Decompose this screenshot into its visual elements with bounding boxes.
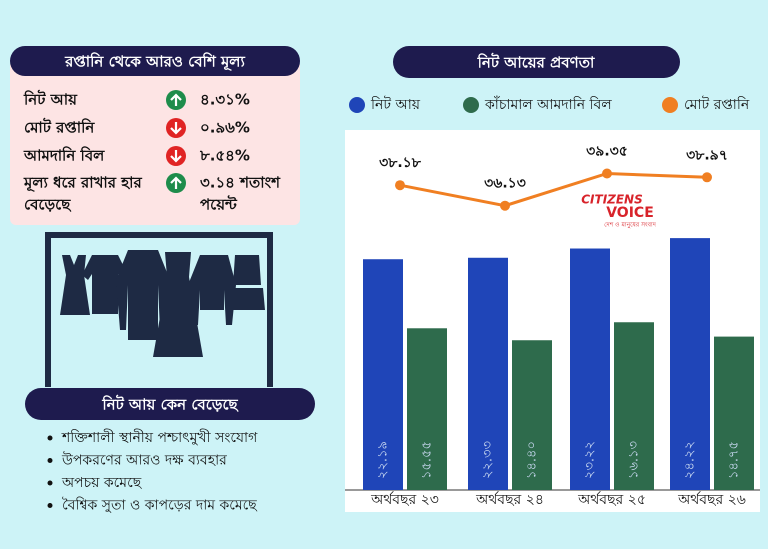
line-point bbox=[395, 180, 405, 191]
legend-label: নিট আয় bbox=[370, 96, 421, 113]
bar-value-label: ২২.১৯ bbox=[376, 441, 391, 479]
trend-arrow bbox=[170, 150, 182, 163]
logo-name: CITIZENS bbox=[581, 193, 643, 207]
line-value-label: ৩৮.১৮ bbox=[379, 155, 422, 171]
legend-swatch bbox=[349, 97, 365, 113]
legend-label: কাঁচামাল আমদানি বিল bbox=[484, 96, 612, 113]
bar bbox=[407, 328, 447, 490]
stat-label: মোট রপ্তানি bbox=[24, 118, 95, 137]
stat-label: বেড়েছে bbox=[24, 196, 72, 214]
panel-title: রপ্তানি থেকে আরও বেশি মূল্য bbox=[64, 52, 245, 73]
line-point bbox=[602, 168, 612, 179]
bullet bbox=[47, 480, 53, 486]
chart-title-pill bbox=[393, 46, 680, 78]
bar bbox=[570, 248, 610, 490]
bar-value-label: ২৪.২২ bbox=[683, 441, 698, 479]
reasons-pill bbox=[25, 388, 315, 420]
stat-value: ৮.৫৪% bbox=[199, 147, 250, 165]
line-point bbox=[702, 172, 712, 183]
line-value-label: ৩৮.৯৭ bbox=[686, 147, 728, 163]
line-point bbox=[500, 200, 510, 211]
chart-title: নিট আয়ের প্রবণতা bbox=[477, 53, 595, 72]
bar-value-label: ১৪.৭৫ bbox=[727, 441, 742, 479]
bar bbox=[363, 259, 403, 490]
legend-swatch bbox=[463, 97, 479, 113]
logo-tagline: দেশ ও মানুষের সংবাদ bbox=[604, 222, 657, 229]
reasons-title: নিট আয় কেন বেড়েছে bbox=[101, 395, 239, 414]
reason-item: উপকরণের আরও দক্ষ ব্যবহার bbox=[61, 452, 227, 469]
line-value-label: ৩৯.৩৫ bbox=[586, 144, 628, 160]
bar bbox=[714, 336, 754, 490]
stats-box bbox=[10, 60, 300, 225]
bar-value-label: ২২.৩৩ bbox=[481, 441, 496, 479]
legend-label: মোট রপ্তানি bbox=[684, 96, 750, 113]
stat-value: ৩.১৪ শতাংশ bbox=[200, 174, 281, 192]
logo-name: VOICE bbox=[606, 205, 654, 221]
stat-label: নিট আয় bbox=[23, 90, 78, 109]
stat-value: ০.৯৬% bbox=[200, 119, 250, 137]
bar-value-label: ১৬.১৩ bbox=[627, 441, 642, 479]
bullet bbox=[47, 503, 53, 508]
bar-value-label: ২৩.২২ bbox=[583, 441, 598, 479]
stat-label: মূল্য ধরে রাখার হার bbox=[23, 174, 142, 194]
bar-value-label: ১৪.৪০ bbox=[525, 441, 540, 479]
stat-value: ৪.৩১% bbox=[200, 91, 250, 109]
x-tick-label: অর্থবছর ২৫ bbox=[577, 491, 646, 508]
legend-swatch bbox=[662, 97, 678, 113]
stat-value: পয়েন্ট bbox=[200, 195, 238, 214]
title-pill bbox=[10, 46, 300, 76]
stat-label: আমদানি বিল bbox=[23, 146, 105, 165]
bar bbox=[468, 257, 508, 490]
bar bbox=[512, 340, 552, 490]
bar-value-label: ১৫.৫৫ bbox=[420, 441, 435, 479]
x-tick-label: অর্থবছর ২৪ bbox=[475, 491, 544, 508]
trend-arrow bbox=[170, 176, 182, 189]
x-tick-label: অর্থবছর ২৬ bbox=[677, 491, 746, 508]
trend-arrow bbox=[170, 122, 182, 135]
reason-item: অপচয় কমেছে bbox=[61, 475, 143, 491]
reason-item: বৈশ্বিক সুতা ও কাপড়ের দাম কমেছে bbox=[62, 497, 258, 514]
clothes-rack bbox=[45, 232, 273, 387]
reason-item: শক্তিশালী স্থানীয় পশ্চাৎমুখী সংযোগ bbox=[61, 429, 258, 446]
bullet bbox=[47, 458, 53, 463]
line-value-label: ৩৬.১৩ bbox=[484, 176, 526, 192]
line bbox=[399, 171, 708, 208]
bar bbox=[670, 238, 710, 490]
bullet bbox=[47, 435, 53, 441]
x-tick-label: অর্থবছর ২৩ bbox=[370, 491, 439, 508]
bar bbox=[614, 322, 654, 490]
trend-arrow bbox=[170, 93, 182, 106]
